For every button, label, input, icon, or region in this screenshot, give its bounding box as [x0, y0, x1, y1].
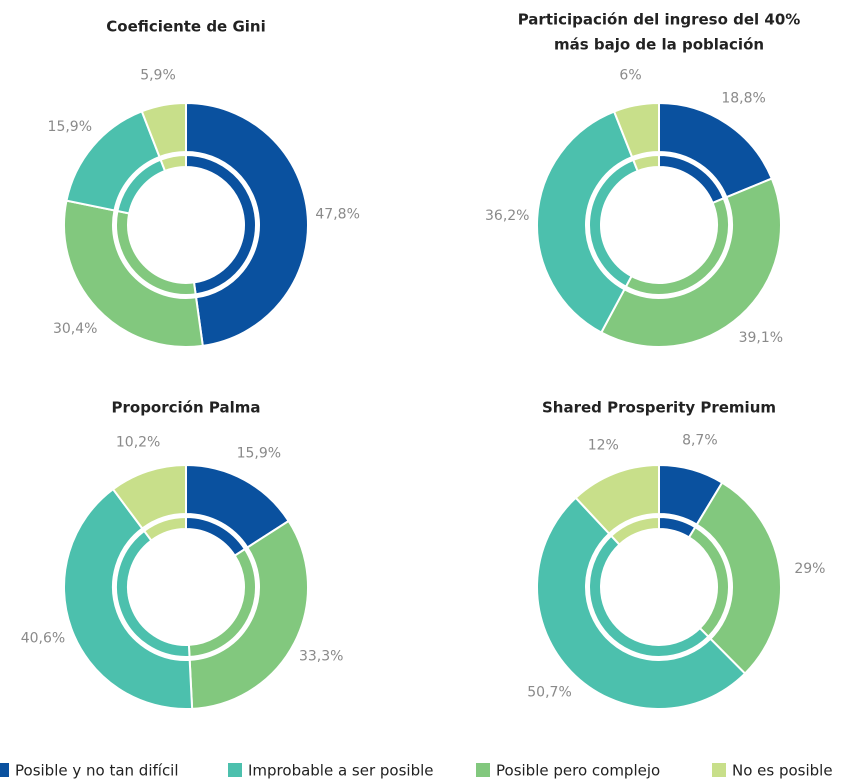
legend-label: No es posible	[732, 762, 833, 779]
data-label: 8,7%	[682, 433, 718, 449]
donut-segment	[599, 177, 782, 348]
donut-segment	[140, 101, 187, 159]
chart-title: Proporción Palma	[112, 399, 261, 417]
chart-title: Coeficiente de Gini	[106, 18, 265, 36]
legend-label: Posible pero complejo	[496, 762, 660, 779]
legend-swatch	[228, 763, 242, 777]
legend-swatch	[476, 763, 490, 777]
data-label: 15,9%	[48, 119, 92, 135]
data-label: 50,7%	[527, 684, 571, 700]
donut-segment	[612, 101, 660, 159]
donut-segment	[574, 463, 660, 536]
data-label: 39,1%	[739, 330, 783, 346]
data-label: 29%	[794, 561, 825, 577]
donut-segment	[536, 496, 747, 710]
data-label: 18,8%	[721, 91, 765, 107]
data-label: 10,2%	[116, 435, 160, 451]
data-label: 36,2%	[485, 208, 529, 224]
legend-label: Improbable a ser posible	[248, 762, 434, 779]
data-label: 40,6%	[21, 630, 65, 646]
legend-swatch	[712, 763, 726, 777]
data-label: 47,8%	[315, 207, 359, 223]
inner-ring-segment	[609, 515, 660, 547]
legend-label: Posible y no tan difícil	[15, 762, 179, 779]
data-label: 5,9%	[140, 68, 176, 84]
chart-title: Participación del ingreso del 40%	[518, 11, 801, 29]
inner-ring-segment	[142, 515, 187, 542]
data-label: 6%	[619, 68, 641, 84]
data-label: 33,3%	[299, 648, 343, 664]
donut-segment	[188, 519, 309, 710]
donut-segment	[536, 110, 634, 334]
donut-segment	[63, 199, 204, 348]
data-label: 15,9%	[237, 446, 281, 462]
donut-segment	[695, 481, 782, 675]
donut-segment	[185, 101, 309, 347]
chart-title: Shared Prosperity Premium	[542, 399, 776, 417]
data-label: 30,4%	[53, 321, 97, 337]
inner-ring-segment	[631, 153, 660, 173]
data-label: 12%	[588, 438, 619, 454]
legend-swatch	[0, 763, 9, 777]
inner-ring-segment	[159, 153, 187, 173]
donut-segment	[111, 463, 187, 530]
chart-title: más bajo de la población	[554, 36, 764, 54]
donut-segment	[63, 487, 194, 710]
